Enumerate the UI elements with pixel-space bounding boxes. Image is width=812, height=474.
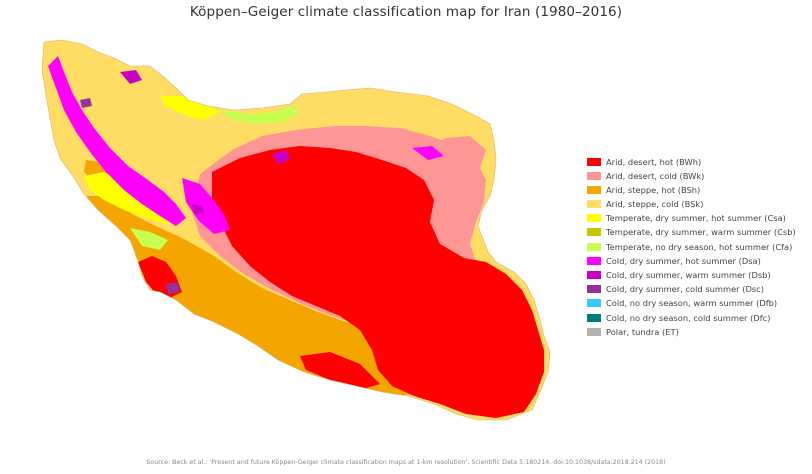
climate-zone-dsa — [182, 178, 230, 234]
legend-item-dsa: Cold, dry summer, hot summer (Dsa) — [587, 254, 796, 267]
legend-swatch — [587, 327, 601, 336]
legend-item-bsh: Arid, steppe, hot (BSh) — [587, 183, 796, 196]
legend-item-bwh: Arid, desert, hot (BWh) — [587, 155, 796, 168]
climate-zone-bsh — [86, 196, 430, 400]
climate-zone-dsc — [166, 282, 180, 294]
legend-swatch — [587, 214, 601, 223]
climate-zone-bwk — [424, 136, 486, 176]
legend-item-bsk: Arid, steppe, cold (BSk) — [587, 198, 796, 211]
climate-zone-cfa — [220, 106, 300, 124]
legend-item-dsb: Cold, dry summer, warm summer (Dsb) — [587, 269, 796, 282]
climate-zone-csa — [160, 96, 220, 120]
iran-climate-map — [41, 39, 551, 421]
legend-swatch — [587, 285, 601, 294]
legend-label: Arid, steppe, hot (BSh) — [606, 184, 701, 195]
legend-item-bwk: Arid, desert, cold (BWk) — [587, 169, 796, 182]
legend-label: Cold, dry summer, hot summer (Dsa) — [606, 255, 761, 266]
legend-swatch — [587, 299, 601, 308]
legend-label: Temperate, no dry season, hot summer (Cf… — [606, 241, 793, 252]
legend-swatch — [587, 242, 601, 251]
climate-zone-dsb — [120, 70, 142, 84]
source-citation: Source: Beck et al.: 'Present and future… — [146, 459, 666, 466]
climate-zone-dsb — [272, 150, 290, 164]
legend-swatch — [587, 200, 601, 209]
legend-label: Arid, desert, cold (BWk) — [606, 170, 705, 181]
climate-legend: Arid, desert, hot (BWh) Arid, desert, col… — [587, 155, 796, 339]
climate-zone-bwh — [212, 146, 544, 418]
legend-label: Cold, dry summer, warm summer (Dsb) — [606, 270, 771, 280]
legend-item-csa: Temperate, dry summer, hot summer (Csa) — [587, 212, 796, 225]
legend-item-cfa: Temperate, no dry season, hot summer (Cf… — [587, 240, 796, 253]
legend-label: Cold, no dry season, warm summer (Dfb) — [606, 298, 778, 309]
legend-swatch — [587, 185, 601, 194]
legend-swatch — [587, 157, 601, 166]
legend-item-et: Polar, tundra (ET) — [587, 325, 796, 338]
legend-label: Temperate, dry summer, warm summer (Csb) — [606, 227, 796, 238]
legend-label: Arid, steppe, cold (BSk) — [606, 199, 704, 210]
climate-zone-dsb — [192, 204, 204, 214]
legend-label: Polar, tundra (ET) — [606, 326, 679, 337]
legend-label: Arid, desert, hot (BWh) — [606, 156, 702, 167]
climate-zone-dsa — [412, 146, 444, 160]
legend-swatch — [587, 171, 601, 180]
legend-label: Cold, dry summer, cold summer (Dsc) — [606, 284, 764, 295]
legend-item-dfb: Cold, no dry season, warm summer (Dfb) — [587, 297, 796, 310]
legend-swatch — [587, 256, 601, 265]
legend-item-dsc: Cold, dry summer, cold summer (Dsc) — [587, 283, 796, 296]
legend-label: Temperate, dry summer, hot summer (Csa) — [606, 213, 786, 224]
legend-swatch — [587, 271, 601, 279]
legend-swatch — [587, 313, 601, 322]
climate-zone-cfa — [130, 228, 168, 250]
legend-swatch — [587, 228, 601, 237]
climate-zone-dsa — [48, 56, 186, 226]
climate-zone-bwh — [300, 352, 380, 390]
legend-label: Cold, no dry season, cold summer (Dfc) — [606, 312, 771, 323]
iran-outline — [41, 39, 551, 421]
legend-item-dfc: Cold, no dry season, cold summer (Dfc) — [587, 311, 796, 324]
map-title: Köppen–Geiger climate classification map… — [189, 4, 623, 20]
climate-zone-dsc — [80, 98, 92, 108]
legend-item-csb: Temperate, dry summer, warm summer (Csb) — [587, 226, 796, 239]
